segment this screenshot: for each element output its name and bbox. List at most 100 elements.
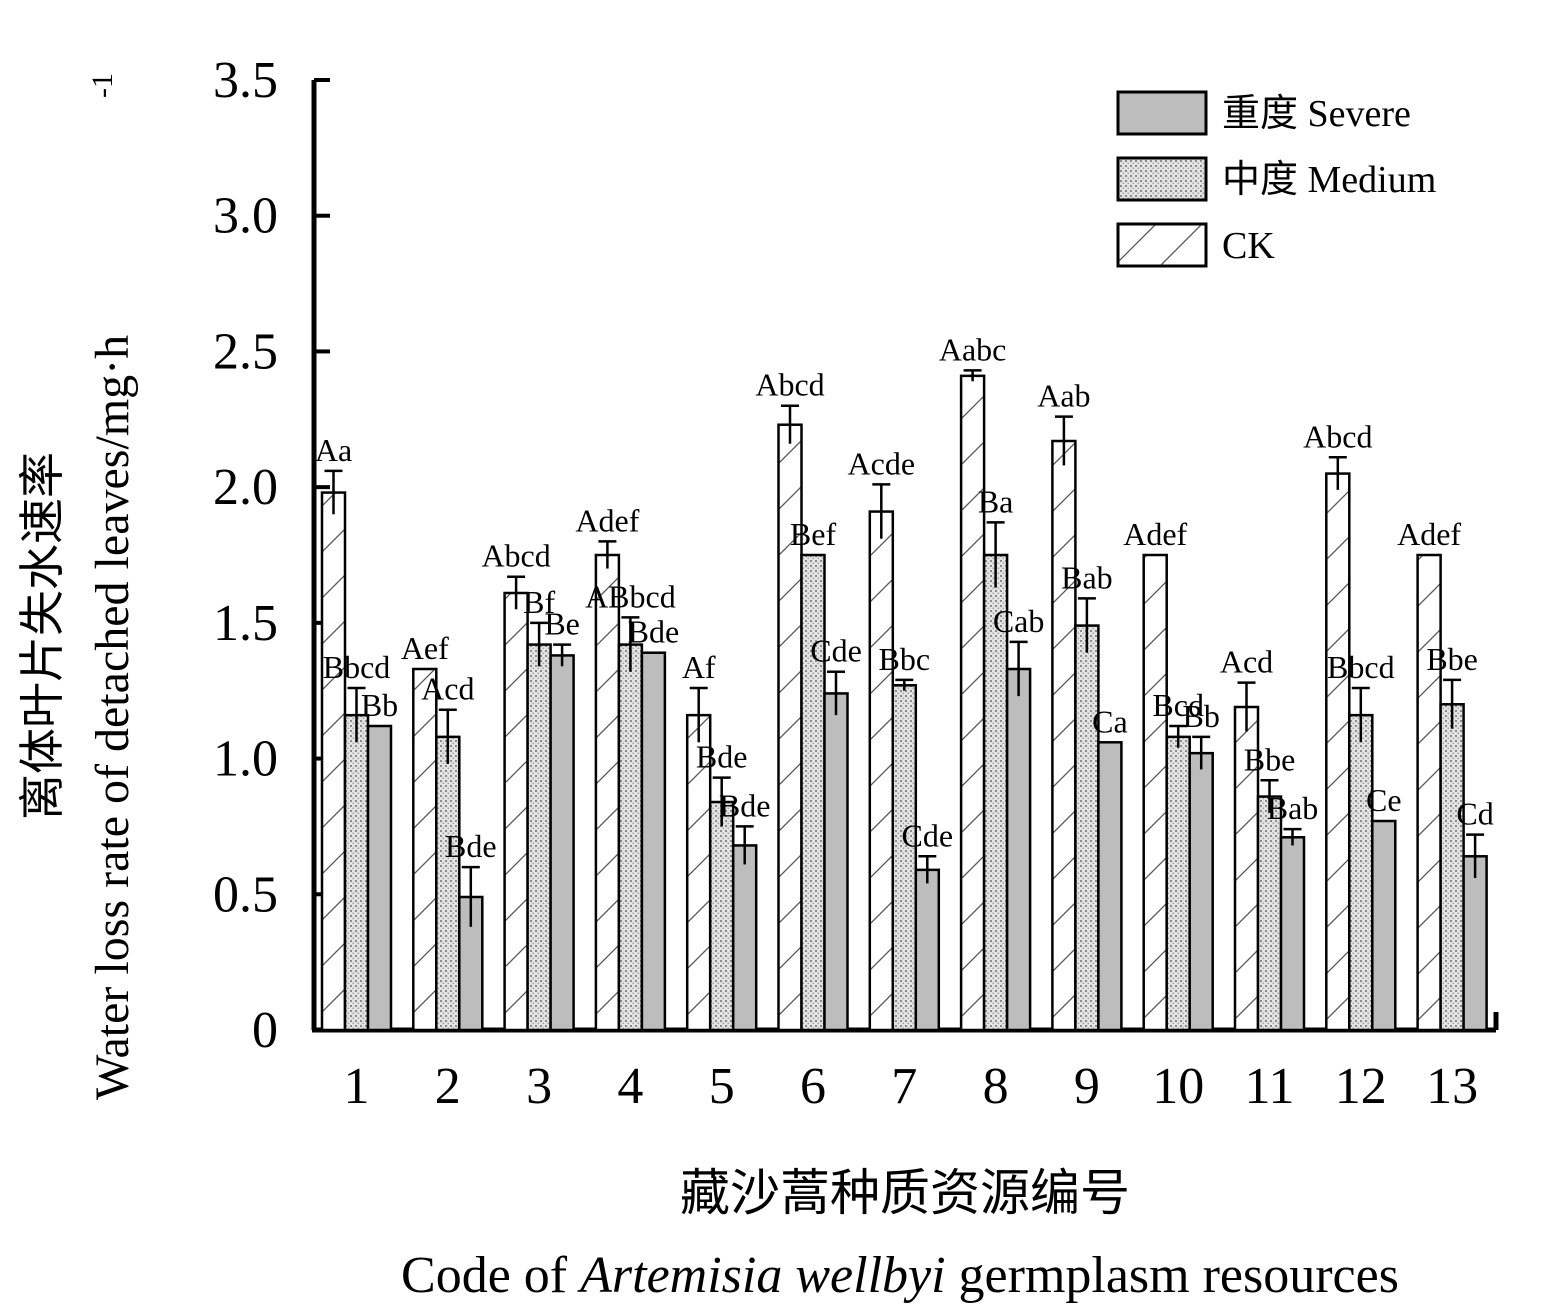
y-tick-label: 1.5	[213, 595, 278, 652]
bar-dots	[435, 735, 461, 1032]
bar-dots	[343, 713, 370, 1032]
y-axis-title-cn: 离体叶片失水速率	[15, 452, 69, 820]
significance-label: Ca	[1092, 703, 1128, 739]
significance-label: Be	[544, 606, 580, 642]
significance-label: Aa	[315, 432, 352, 468]
y-axis-title-superscript: -1	[86, 73, 119, 98]
bar-dots	[800, 553, 826, 1032]
y-axis-title-cn-group: 离体叶片失水速率	[15, 452, 69, 820]
legend: 重度 Severe 中度 Medium CK	[1116, 90, 1436, 268]
significance-label: Acd	[1220, 644, 1273, 680]
significance-label: Abcd	[755, 367, 824, 403]
significance-label: Bde	[628, 614, 680, 650]
x-tick-label: 5	[709, 1058, 735, 1115]
bar-solid	[1279, 836, 1306, 1032]
bar-hatch	[868, 510, 895, 1032]
bar-solid	[731, 844, 758, 1032]
significance-label: Bbcd	[323, 649, 391, 685]
significance-label: Cab	[993, 603, 1045, 639]
y-tick-label: 2.0	[213, 459, 278, 516]
bar-hatch	[594, 553, 621, 1032]
bar-dots	[708, 800, 735, 1032]
x-tick-label: 11	[1244, 1058, 1294, 1115]
x-tick-label: 7	[891, 1058, 917, 1115]
significance-labels: Aa Aef Abcd Adef Af Abcd Acde Aabc Aab Adef Acd Abc…	[315, 331, 1494, 864]
bar-dots	[891, 684, 918, 1032]
bar-hatch	[1416, 553, 1442, 1032]
significance-label: Bab	[1061, 559, 1113, 595]
legend-swatch-severe	[1116, 90, 1208, 136]
x-tick-label: 3	[526, 1058, 552, 1115]
significance-label: ABbcd	[585, 578, 676, 614]
significance-label: Cde	[902, 817, 954, 853]
x-tick-label: 2	[435, 1058, 461, 1115]
significance-label: Adef	[1123, 516, 1187, 552]
bar-hatch	[503, 591, 529, 1032]
significance-label: Abcd	[1303, 418, 1372, 454]
x-tick-label: 4	[617, 1058, 643, 1115]
significance-label: Bb	[1183, 698, 1220, 734]
significance-label: Aef	[401, 630, 449, 666]
bar-solid	[640, 651, 667, 1032]
legend-label-severe: 重度 Severe	[1222, 93, 1411, 135]
bar-solid	[1371, 819, 1397, 1032]
y-axis-title-sup-group: -1	[86, 73, 119, 98]
significance-label: Bab	[1267, 790, 1319, 826]
x-axis-title-en-species: Artemisia wellbyi	[577, 1247, 945, 1304]
bar-hatch	[320, 491, 347, 1032]
significance-label: Ce	[1366, 782, 1402, 818]
x-axis-title-en-suffix: germplasm resources	[946, 1247, 1399, 1304]
bars	[320, 369, 1488, 1032]
significance-label: Bbc	[879, 641, 931, 677]
significance-label: Acde	[848, 445, 916, 481]
x-axis-title-cn: 藏沙蒿种质资源编号	[680, 1164, 1130, 1222]
x-tick-label: 10	[1152, 1058, 1204, 1115]
bar-hatch	[1142, 553, 1168, 1032]
significance-label: Af	[682, 649, 716, 685]
legend-swatch-medium	[1116, 156, 1208, 202]
bar-dots	[617, 643, 644, 1032]
bar-hatch	[959, 374, 986, 1032]
y-axis-title-en-group: Water loss rate of detached leaves/mg·h	[86, 335, 139, 1100]
legend-label-medium: 中度 Medium	[1222, 159, 1436, 201]
legend-label-ck: CK	[1222, 225, 1275, 267]
significance-label: Bef	[790, 516, 837, 552]
bar-hatch	[1325, 472, 1351, 1032]
y-tick-label: 3.0	[213, 188, 278, 245]
x-axis-title-en: Code of Artemisia wellbyi germplasm reso…	[401, 1247, 1399, 1304]
x-tick-label: 1	[344, 1058, 370, 1115]
significance-label: Cde	[810, 633, 862, 669]
bar-hatch	[412, 667, 438, 1032]
significance-label: Bcd	[1152, 687, 1204, 723]
significance-label: Adef	[1397, 516, 1461, 552]
x-tick-label: 6	[800, 1058, 826, 1115]
significance-label: Bbe	[1426, 641, 1478, 677]
bar-dots	[526, 643, 552, 1032]
bar-dots	[1256, 795, 1283, 1032]
y-tick-label: 0	[252, 1002, 278, 1059]
y-axis-title-en: Water loss rate of detached leaves/mg·h	[86, 335, 139, 1100]
significance-label: Bde	[719, 787, 771, 823]
x-tick-label: 12	[1335, 1058, 1387, 1115]
bar-solid	[914, 868, 941, 1032]
significance-label: Aab	[1037, 378, 1090, 414]
bar-solid	[1005, 667, 1032, 1032]
significance-label: Aabc	[939, 331, 1007, 367]
bar-dots	[1165, 735, 1191, 1032]
significance-label: Acd	[421, 671, 474, 707]
significance-label: Bde	[696, 739, 748, 775]
y-tick-label: 0.5	[213, 866, 278, 923]
significance-label: Abcd	[481, 538, 550, 574]
y-tick-label: 1.0	[213, 731, 278, 788]
bar-dots	[1348, 713, 1374, 1032]
bar-solid	[366, 724, 393, 1032]
x-axis-title-en-prefix: Code of	[401, 1247, 580, 1304]
bar-dots	[1074, 624, 1100, 1032]
significance-label: Bb	[361, 687, 398, 723]
significance-label: Adef	[575, 502, 639, 538]
bar-solid	[1188, 751, 1214, 1032]
x-tick-label: 9	[1074, 1058, 1100, 1115]
y-tick-label: 3.5	[213, 52, 278, 109]
x-tick-label: 13	[1426, 1058, 1478, 1115]
